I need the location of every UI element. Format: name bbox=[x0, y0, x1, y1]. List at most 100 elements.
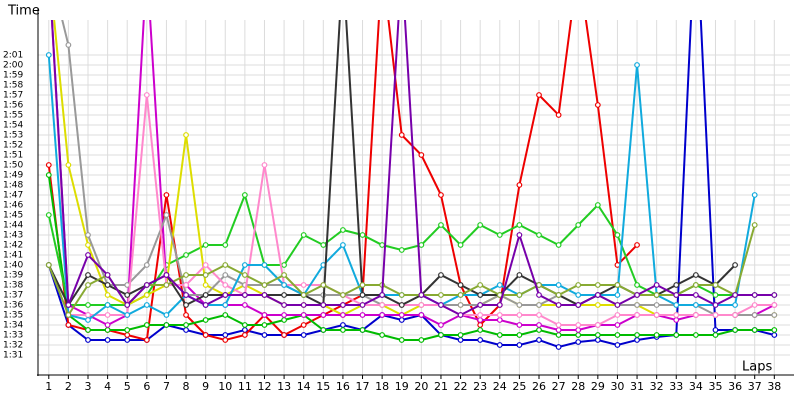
x-tick-label: 30 bbox=[610, 380, 624, 393]
point bbox=[634, 62, 640, 68]
point bbox=[516, 332, 523, 338]
point bbox=[398, 302, 405, 308]
point bbox=[673, 317, 680, 323]
series-line bbox=[53, 20, 775, 317]
point bbox=[85, 337, 91, 343]
point bbox=[241, 192, 248, 198]
point bbox=[398, 292, 405, 298]
y-tick-label: 1:53 bbox=[3, 131, 23, 141]
point bbox=[183, 282, 189, 288]
x-tick-label: 7 bbox=[163, 380, 170, 393]
point bbox=[241, 272, 248, 278]
point bbox=[261, 312, 268, 318]
point bbox=[418, 292, 425, 298]
plot-area bbox=[45, 20, 778, 350]
point bbox=[477, 317, 484, 323]
point bbox=[261, 162, 268, 168]
x-tick-label: 32 bbox=[650, 380, 664, 393]
point bbox=[692, 272, 699, 278]
point bbox=[438, 332, 444, 338]
x-tick-label: 23 bbox=[473, 380, 487, 393]
point bbox=[143, 292, 150, 298]
point bbox=[516, 312, 523, 318]
y-tick-label: 1:45 bbox=[3, 211, 23, 221]
point bbox=[163, 322, 170, 328]
point bbox=[261, 262, 268, 268]
point bbox=[751, 327, 758, 333]
point bbox=[594, 337, 601, 343]
point bbox=[477, 327, 484, 333]
point bbox=[653, 312, 660, 318]
point bbox=[45, 262, 52, 268]
y-tick-label: 1:54 bbox=[3, 121, 23, 131]
point bbox=[536, 302, 542, 308]
point bbox=[241, 302, 248, 308]
point bbox=[124, 292, 131, 298]
point bbox=[85, 312, 91, 318]
x-tick-label: 8 bbox=[183, 380, 190, 393]
x-tick-label: 17 bbox=[356, 380, 370, 393]
y-tick-label: 1:52 bbox=[3, 141, 23, 151]
point bbox=[398, 312, 405, 318]
point bbox=[418, 337, 425, 343]
point bbox=[712, 327, 719, 333]
point bbox=[340, 312, 346, 318]
point bbox=[712, 332, 719, 338]
point bbox=[594, 322, 601, 328]
point bbox=[536, 92, 542, 98]
y-tick-label: 1:38 bbox=[3, 281, 23, 291]
point bbox=[379, 292, 386, 298]
point bbox=[536, 232, 542, 238]
point bbox=[340, 322, 346, 328]
point bbox=[575, 332, 582, 338]
point bbox=[575, 292, 582, 298]
point bbox=[751, 192, 758, 198]
point bbox=[653, 302, 660, 308]
point bbox=[614, 302, 621, 308]
point bbox=[300, 292, 307, 298]
point bbox=[320, 302, 327, 308]
point bbox=[634, 282, 640, 288]
point bbox=[261, 332, 268, 338]
point bbox=[673, 312, 680, 318]
point bbox=[45, 52, 52, 58]
point bbox=[85, 272, 91, 278]
point bbox=[85, 302, 91, 308]
point bbox=[555, 332, 562, 338]
x-tick-label: 34 bbox=[689, 380, 703, 393]
point bbox=[202, 282, 209, 288]
point bbox=[496, 282, 503, 288]
point bbox=[124, 332, 131, 338]
point bbox=[65, 302, 72, 308]
point bbox=[555, 344, 562, 350]
y-tick-label: 1:40 bbox=[3, 261, 23, 271]
point bbox=[183, 302, 189, 308]
point bbox=[438, 222, 444, 228]
point bbox=[143, 337, 150, 343]
point bbox=[536, 282, 542, 288]
point bbox=[692, 302, 699, 308]
point bbox=[614, 342, 621, 348]
point bbox=[516, 232, 523, 238]
point bbox=[340, 227, 346, 233]
point bbox=[692, 292, 699, 298]
x-tick-label: 15 bbox=[316, 380, 330, 393]
x-tick-label: 37 bbox=[748, 380, 762, 393]
point bbox=[281, 302, 287, 308]
point bbox=[771, 332, 778, 338]
point bbox=[673, 292, 680, 298]
x-tick-label: 31 bbox=[630, 380, 644, 393]
point bbox=[692, 332, 699, 338]
point bbox=[222, 282, 229, 288]
point bbox=[575, 302, 582, 308]
point bbox=[124, 327, 131, 333]
x-tick-label: 9 bbox=[202, 380, 209, 393]
point bbox=[104, 327, 111, 333]
point bbox=[320, 282, 327, 288]
point bbox=[438, 302, 444, 308]
point bbox=[45, 172, 52, 178]
point bbox=[771, 327, 778, 333]
point bbox=[281, 262, 287, 268]
point bbox=[320, 242, 327, 248]
y-tick-label: 1:44 bbox=[3, 221, 23, 231]
